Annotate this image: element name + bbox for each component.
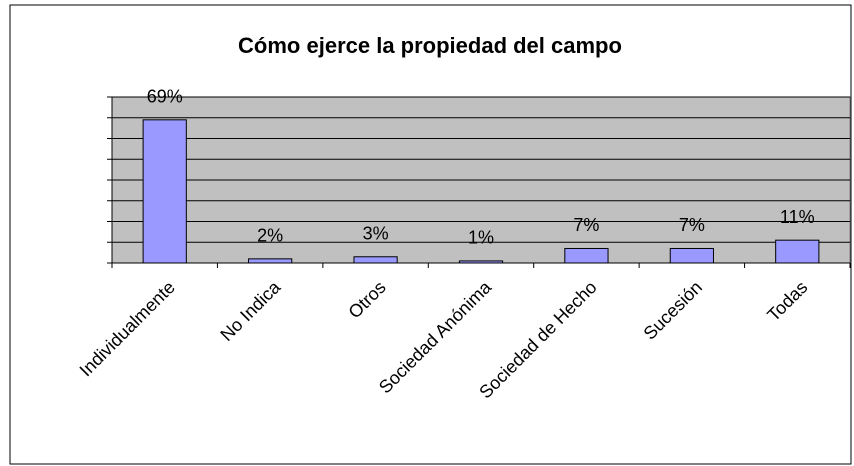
- bar: [775, 239, 820, 264]
- data-label: 3%: [363, 224, 389, 244]
- bar: [564, 247, 609, 264]
- bar: [353, 256, 398, 264]
- bar: [248, 258, 293, 264]
- data-label: 1%: [468, 228, 494, 248]
- data-label: 7%: [679, 215, 705, 235]
- bar: [142, 119, 187, 264]
- data-label: 2%: [257, 226, 283, 246]
- bar: [458, 260, 504, 264]
- data-label: 69%: [147, 87, 183, 107]
- bar: [669, 247, 714, 264]
- chart-title: Cómo ejerce la propiedad del campo: [238, 33, 622, 58]
- data-label: 11%: [780, 207, 815, 227]
- data-label: 7%: [573, 215, 599, 235]
